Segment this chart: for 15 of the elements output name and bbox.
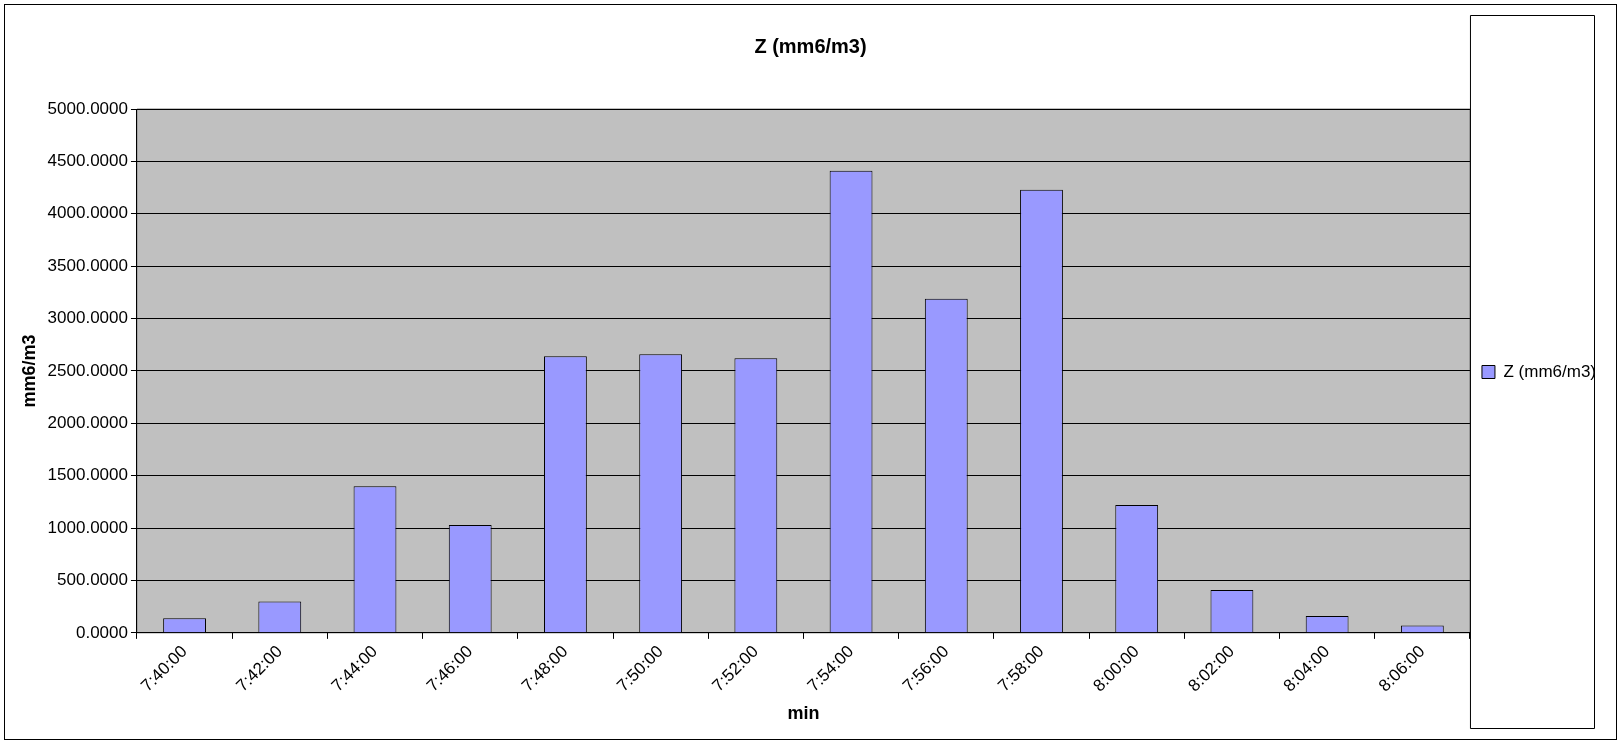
y-tick-label: 1500.0000 xyxy=(47,465,128,485)
y-tick-label: 500.0000 xyxy=(57,570,128,590)
y-tick-label: 5000.0000 xyxy=(47,98,128,118)
x-axis-title: min xyxy=(787,703,820,724)
y-tick-label: 2500.0000 xyxy=(47,360,128,380)
y-tick-label: 1000.0000 xyxy=(47,517,128,537)
y-tick-label: 0.0000 xyxy=(75,622,128,642)
chart-title: Z (mm6/m3) xyxy=(754,34,867,57)
y-tick-label: 3000.0000 xyxy=(47,308,128,328)
y-tick-label: 4500.0000 xyxy=(47,151,128,171)
y-tick-label: 4000.0000 xyxy=(47,203,128,223)
y-tick-label: 3500.0000 xyxy=(47,255,128,275)
y-tick-label: 2000.0000 xyxy=(47,413,128,433)
legend-label: Z (mm6/m3) xyxy=(1503,361,1596,381)
y-axis-title: mm6/m3 xyxy=(18,334,39,408)
